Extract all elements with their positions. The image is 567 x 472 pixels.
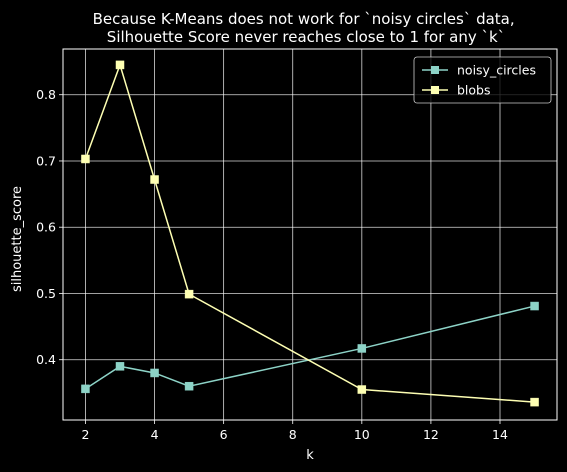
data-point [357,385,367,394]
x-tick-label: 12 [423,427,439,442]
y-axis-label: silhouette_score [10,186,25,292]
y-tick-label: 0.7 [36,153,56,168]
y-tick-label: 0.4 [36,352,56,367]
plot-frame [62,48,558,421]
data-point [81,154,90,164]
data-point [184,381,194,391]
chart-title: Because K-Means does not work for `noisy… [93,10,520,46]
data-point [184,289,194,299]
data-point [150,368,159,378]
series-noisy-circles [81,301,539,394]
chart-title-line: Silhouette Score never reaches close to … [107,28,505,46]
legend-marker [431,66,439,74]
y-tick-label: 0.8 [36,87,56,102]
x-tick-label: 14 [492,427,508,442]
x-tick-label: 10 [354,427,370,442]
series-line [84,62,535,403]
chart-title-line: Because K-Means does not work for `noisy… [93,10,515,28]
grid [63,49,557,420]
series-line [85,305,535,390]
data-point [150,175,159,184]
legend-label: noisy_circles [457,63,536,78]
x-tick-label: 2 [81,427,89,442]
data-point [357,344,367,353]
legend-box [413,56,552,104]
x-tick-label: 8 [289,427,297,442]
axes: 2 4 6 8 10 12 14 0.4 0.5 0.6 0.7 0.8 [36,48,558,442]
data-point [530,301,539,311]
series-blobs [81,60,539,407]
x-tick-label: 6 [220,427,228,442]
x-axis-label: k [306,448,314,463]
y-tick-label: 0.5 [36,286,56,301]
legend-label: blobs [457,83,491,98]
x-tick-label: 4 [151,427,159,442]
data-point [530,397,539,407]
y-tick-label: 0.6 [36,220,56,235]
series-group [81,60,539,407]
data-point [115,60,125,70]
data-point [115,362,125,371]
legend-marker [431,86,439,94]
data-point [81,384,90,394]
